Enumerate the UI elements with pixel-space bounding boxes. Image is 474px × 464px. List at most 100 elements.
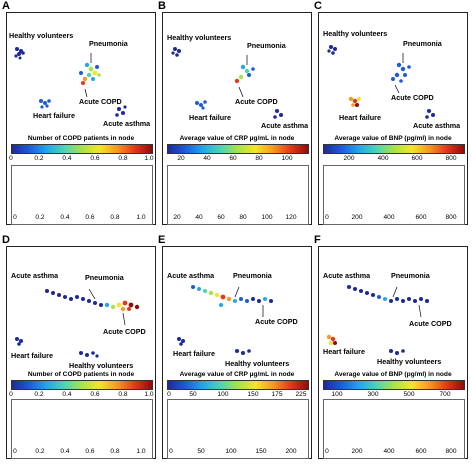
label-healthy: Healthy volunteers <box>9 31 74 40</box>
histogram-tick: 200 <box>285 448 297 455</box>
colorbar <box>323 380 465 390</box>
colorbar-title: Average value of BNP (pg/ml) in node <box>334 135 452 142</box>
panel-label: C <box>314 0 322 12</box>
panel-e: E Acute asthma Pneumonia Acute COPD Hear… <box>158 234 312 460</box>
colorbar-tick: 20 <box>177 155 185 162</box>
label-asthma: Acute asthma <box>103 119 151 128</box>
colorbar-tick: 300 <box>367 391 379 398</box>
histogram-tick: 0.4 <box>60 448 70 455</box>
label-pneumonia: Pneumonia <box>391 271 430 280</box>
colorbar-tick: 175 <box>271 391 283 398</box>
label-copd: Acute COPD <box>79 97 122 106</box>
label-pneumonia: Pneumonia <box>403 39 442 48</box>
histogram-tick: 80 <box>239 214 247 221</box>
colorbar-tick: 0.4 <box>62 391 72 398</box>
colorbar-title: Number of COPD patients in node <box>27 371 135 378</box>
label-asthma: Acute asthma <box>413 121 461 130</box>
colorbar-tick: 100 <box>281 155 293 162</box>
colorbar-tick: 700 <box>439 391 451 398</box>
histogram-tick: 400 <box>383 448 395 455</box>
label-heart-failure: Heart failure <box>33 111 75 120</box>
histogram <box>323 165 465 225</box>
label-pneumonia: Pneumonia <box>233 271 272 280</box>
histogram-tick: 0 <box>169 448 173 455</box>
label-heart-failure: Heart failure <box>189 113 231 122</box>
network-frame: Healthy volunteers Pneumonia Acute COPD … <box>162 12 312 225</box>
colorbar-tick: 0.6 <box>90 155 100 162</box>
histogram <box>11 165 153 225</box>
histogram-tick: 1.0 <box>136 448 146 455</box>
panel-d: D Acute asthma Pneumonia Acute COPD Hear… <box>2 234 156 460</box>
colorbar <box>11 144 153 154</box>
histogram-tick: 40 <box>195 214 203 221</box>
colorbar-tick: 40 <box>203 155 211 162</box>
histogram-tick: 0.6 <box>85 448 95 455</box>
label-copd: Acute COPD <box>409 319 452 328</box>
label-copd: Acute COPD <box>255 317 298 326</box>
label-copd: Acute COPD <box>391 93 434 102</box>
colorbar-tick: 1.0 <box>144 391 154 398</box>
label-healthy: Healthy volunteers <box>225 359 290 368</box>
network-frame: Acute asthma Pneumonia Acute COPD Heart … <box>6 246 156 459</box>
colorbar <box>11 380 153 390</box>
colorbar-title: Average value of CRP µg/mL in node <box>179 371 295 378</box>
network-frame: Healthy volunteers Pneumonia Acute COPD … <box>6 12 156 225</box>
histogram-tick: 0.2 <box>35 448 45 455</box>
histogram-tick: 0.8 <box>110 448 120 455</box>
histogram-tick: 200 <box>351 214 363 221</box>
histogram-tick: 0 <box>13 448 17 455</box>
colorbar-tick: 600 <box>411 155 423 162</box>
label-heart-failure: Heart failure <box>173 349 215 358</box>
histogram-tick: 100 <box>225 448 237 455</box>
colorbar-tick: 200 <box>343 155 355 162</box>
panel-b: B Healthy volunteers Pneumonia Acute COP… <box>158 0 312 226</box>
colorbar-tick: 0.8 <box>118 391 128 398</box>
colorbar <box>167 380 309 390</box>
histogram-tick: 600 <box>415 214 427 221</box>
histogram <box>323 399 465 459</box>
histogram <box>167 165 309 225</box>
colorbar-tick: 0.4 <box>62 155 72 162</box>
colorbar-tick: 80 <box>255 155 263 162</box>
colorbar-tick: 0.6 <box>90 391 100 398</box>
colorbar-tick: 100 <box>331 391 343 398</box>
histogram-tick: 800 <box>445 214 457 221</box>
histogram-tick: 0 <box>325 214 329 221</box>
label-heart-failure: Heart failure <box>323 347 365 356</box>
histogram-tick: 0.4 <box>60 214 70 221</box>
colorbar-tick: 1.0 <box>144 155 154 162</box>
histogram-tick: 0.2 <box>35 214 45 221</box>
histogram-tick: 200 <box>351 448 363 455</box>
histogram-tick: 1.0 <box>136 214 146 221</box>
label-healthy: Healthy volunteers <box>377 357 442 366</box>
histogram-tick: 20 <box>173 214 181 221</box>
histogram-tick: 0.8 <box>110 214 120 221</box>
label-asthma: Acute asthma <box>261 121 309 130</box>
histogram-tick: 120 <box>285 214 297 221</box>
colorbar-tick: 800 <box>445 155 457 162</box>
label-copd: Acute COPD <box>103 327 146 336</box>
histogram-tick: 150 <box>255 448 267 455</box>
panel-a: A Healthy volunteers Pneumonia Acute COP… <box>2 0 156 226</box>
panel-c: C Healthy volunteers Pneumonia Acute COP… <box>314 0 468 226</box>
colorbar <box>167 144 309 154</box>
colorbar-tick: 0.2 <box>34 391 44 398</box>
colorbar-tick: 150 <box>247 391 259 398</box>
histogram-tick: 800 <box>445 448 457 455</box>
colorbar-title: Average value of BNP (pg/ml) in node <box>334 371 452 378</box>
colorbar-tick: 60 <box>229 155 237 162</box>
colorbar-tick: 0 <box>9 155 13 162</box>
colorbar-title: Average value of CRP µg/mL in node <box>179 135 295 142</box>
colorbar-tick: 0 <box>167 391 171 398</box>
panel-f: F Acute asthma Pneumonia Acute COPD Hear… <box>314 234 468 460</box>
colorbar-tick: 0 <box>9 391 13 398</box>
histogram-tick: 600 <box>415 448 427 455</box>
label-healthy: Healthy volunteers <box>323 29 388 38</box>
panel-label: A <box>2 0 10 12</box>
histogram-tick: 100 <box>261 214 273 221</box>
network-frame: Acute asthma Pneumonia Acute COPD Heart … <box>162 246 312 459</box>
label-pneumonia: Pneumonia <box>247 41 286 50</box>
colorbar-tick: 50 <box>189 391 197 398</box>
label-pneumonia: Pneumonia <box>85 273 124 282</box>
histogram-tick: 50 <box>197 448 205 455</box>
